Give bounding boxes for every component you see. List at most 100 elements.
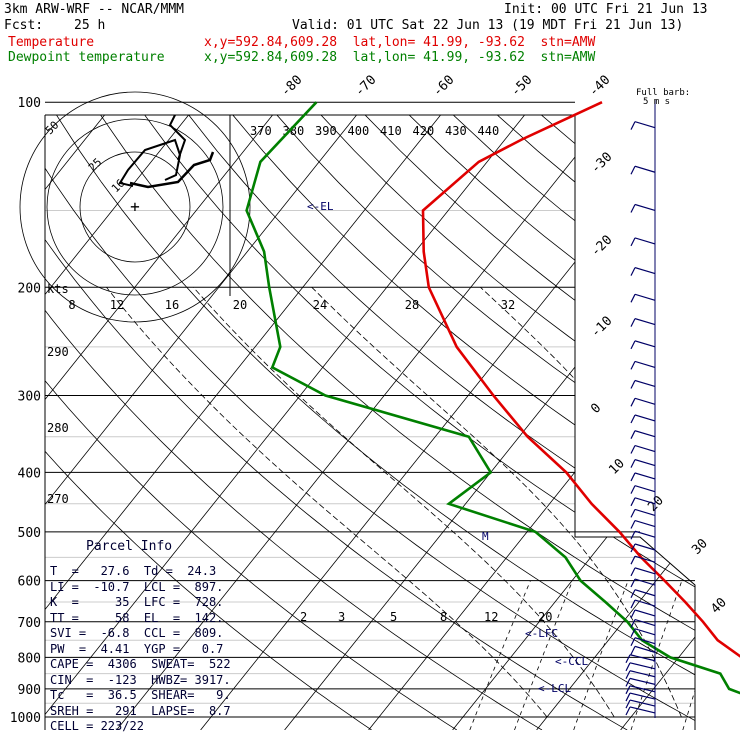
wind-barb-flag bbox=[630, 445, 636, 454]
wind-barb bbox=[629, 706, 656, 714]
isotherm-label: -80 bbox=[278, 73, 305, 100]
wind-barb bbox=[634, 485, 656, 493]
dry-adiabat bbox=[45, 115, 695, 730]
wind-barb bbox=[634, 645, 656, 653]
wind-barb-flag bbox=[630, 165, 636, 175]
dry-adiabat bbox=[45, 115, 695, 730]
pressure-tick-label: 900 bbox=[18, 683, 41, 698]
wind-barb bbox=[634, 414, 656, 422]
wind-barb-flag bbox=[630, 414, 636, 424]
wind-barb bbox=[634, 555, 656, 563]
wind-barb-flag bbox=[625, 692, 631, 702]
theta-label: 290 bbox=[47, 345, 69, 359]
wind-barb-flag bbox=[630, 340, 636, 350]
sounding-profiles bbox=[245, 101, 740, 695]
plot-frame bbox=[44, 101, 696, 730]
valid-time: Valid: 01 UTC Sat 22 Jun 13 (19 MDT Fri … bbox=[292, 18, 684, 33]
theta-label: 370 bbox=[250, 124, 272, 138]
dry-adiabat bbox=[45, 115, 628, 730]
theta-label: 280 bbox=[47, 421, 69, 435]
dewpoint-location: x,y=592.84,609.28 lat,lon= 41.99, -93.62… bbox=[204, 50, 596, 65]
temperature-profile bbox=[421, 101, 740, 658]
wind-barb bbox=[634, 543, 656, 551]
wind-barb bbox=[634, 609, 656, 617]
hodo-trace bbox=[118, 138, 182, 187]
hodo-ring bbox=[19, 91, 251, 323]
wind-barb bbox=[629, 699, 656, 707]
wind-barb bbox=[634, 360, 656, 368]
wind-barb-flag bbox=[630, 646, 636, 655]
hodo-center-mark: + bbox=[130, 197, 140, 216]
wind-barb bbox=[634, 293, 656, 301]
isotherm-label: -10 bbox=[588, 314, 615, 341]
parcel-info-row: K = 35 LFC = 728. bbox=[50, 595, 224, 609]
mixing-ratio-line bbox=[630, 580, 683, 730]
theta-label: 390 bbox=[315, 124, 337, 138]
wind-barb bbox=[634, 444, 656, 453]
dry-adiabat bbox=[116, 115, 695, 730]
parcel-info-panel: Parcel Info T = 27.6 Td = 24.3 LI = -10.7… bbox=[46, 537, 231, 733]
parcel-info-row: PW = 4.41 YGP = 0.7 bbox=[50, 641, 224, 656]
isotherm-line bbox=[116, 115, 642, 730]
forecast-label: Fcst: bbox=[4, 18, 44, 33]
wind-barb-flag bbox=[630, 530, 636, 540]
pressure-tick-label: 700 bbox=[18, 616, 41, 631]
parcel-info-row: TT = 58 EL = 142. bbox=[50, 610, 224, 625]
isotherm-label: -60 bbox=[430, 73, 457, 100]
wind-barb bbox=[634, 497, 656, 505]
wind-barb-flag bbox=[625, 654, 631, 664]
dry-adiabat bbox=[580, 115, 695, 730]
isotherm-line bbox=[45, 115, 474, 730]
pressure-tick-label: 400 bbox=[18, 466, 41, 481]
wind-barb bbox=[634, 318, 656, 326]
wind-barb bbox=[634, 618, 656, 627]
temperature-location: x,y=592.84,609.28 lat,lon= 41.99, -93.62… bbox=[204, 35, 596, 50]
parcel-info-row: SREH = 291 LAPSE= 8.7 bbox=[50, 703, 231, 718]
speed-label: 24 bbox=[313, 298, 327, 312]
parcel-info-row: CELL = 223/22 bbox=[50, 719, 144, 733]
wind-barb-flag bbox=[630, 497, 636, 507]
speed-label: 8 bbox=[68, 298, 75, 312]
isotherm-label: 40 bbox=[708, 595, 730, 617]
hodo-ring bbox=[46, 118, 224, 296]
level-marker: <-CCL bbox=[555, 655, 588, 668]
temperature-legend: Temperature bbox=[8, 35, 95, 50]
forecast-hour: 25 h bbox=[74, 18, 106, 33]
hodo-ring bbox=[79, 151, 191, 263]
level-marker: <-EL bbox=[307, 200, 334, 213]
wind-barb-flag bbox=[625, 699, 631, 709]
mixing-ratio-label: 3 bbox=[338, 610, 345, 624]
dry-adiabat bbox=[665, 115, 695, 730]
wind-barb bbox=[634, 267, 656, 275]
dry-adiabat bbox=[243, 115, 695, 730]
wind-barb-flag bbox=[630, 619, 636, 628]
wind-barb bbox=[634, 237, 656, 245]
hodo-trace bbox=[168, 114, 187, 161]
wind-barb-flag bbox=[630, 599, 636, 609]
hodo-ring-label: 16 bbox=[109, 177, 128, 196]
dewpoint-profile bbox=[245, 101, 740, 695]
theta-label: 380 bbox=[283, 124, 305, 138]
pressure-tick-label: 500 bbox=[18, 526, 41, 541]
mixing-ratio-label: 2 bbox=[300, 610, 307, 624]
wind-barb-flag bbox=[630, 361, 636, 370]
isotherm-label: -30 bbox=[588, 150, 615, 177]
wind-barb-flag bbox=[630, 121, 636, 130]
pressure-tick-label: 1000 bbox=[10, 711, 41, 726]
pressure-tick-label: 800 bbox=[18, 651, 41, 666]
wind-barb-flag bbox=[630, 398, 636, 407]
mixing-ratio-label: 20 bbox=[538, 610, 552, 624]
moist-adiabat bbox=[480, 287, 695, 718]
wind-barb bbox=[634, 628, 656, 636]
model-title: 3km ARW-WRF -- NCAR/MMM bbox=[4, 2, 185, 17]
parcel-info-row: LI = -10.7 LCL = 897. bbox=[50, 579, 224, 594]
wind-barb-flag bbox=[630, 520, 636, 529]
theta-label: 420 bbox=[413, 124, 435, 138]
wind-barbs bbox=[625, 100, 656, 718]
wind-barb-flag bbox=[630, 589, 636, 599]
speed-label: 28 bbox=[405, 298, 419, 312]
barb-legend-title: Full barb: bbox=[636, 88, 690, 98]
pressure-tick-label: 200 bbox=[18, 281, 41, 296]
